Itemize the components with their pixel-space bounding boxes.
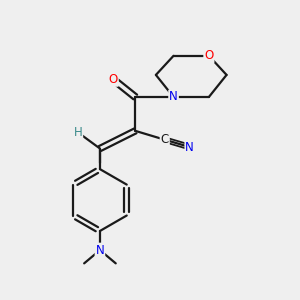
Text: N: N [185, 141, 194, 154]
Text: O: O [109, 73, 118, 86]
Text: H: H [74, 126, 82, 139]
Text: N: N [169, 91, 178, 103]
Text: C: C [160, 133, 169, 146]
Text: N: N [96, 244, 104, 256]
Text: O: O [204, 49, 214, 62]
